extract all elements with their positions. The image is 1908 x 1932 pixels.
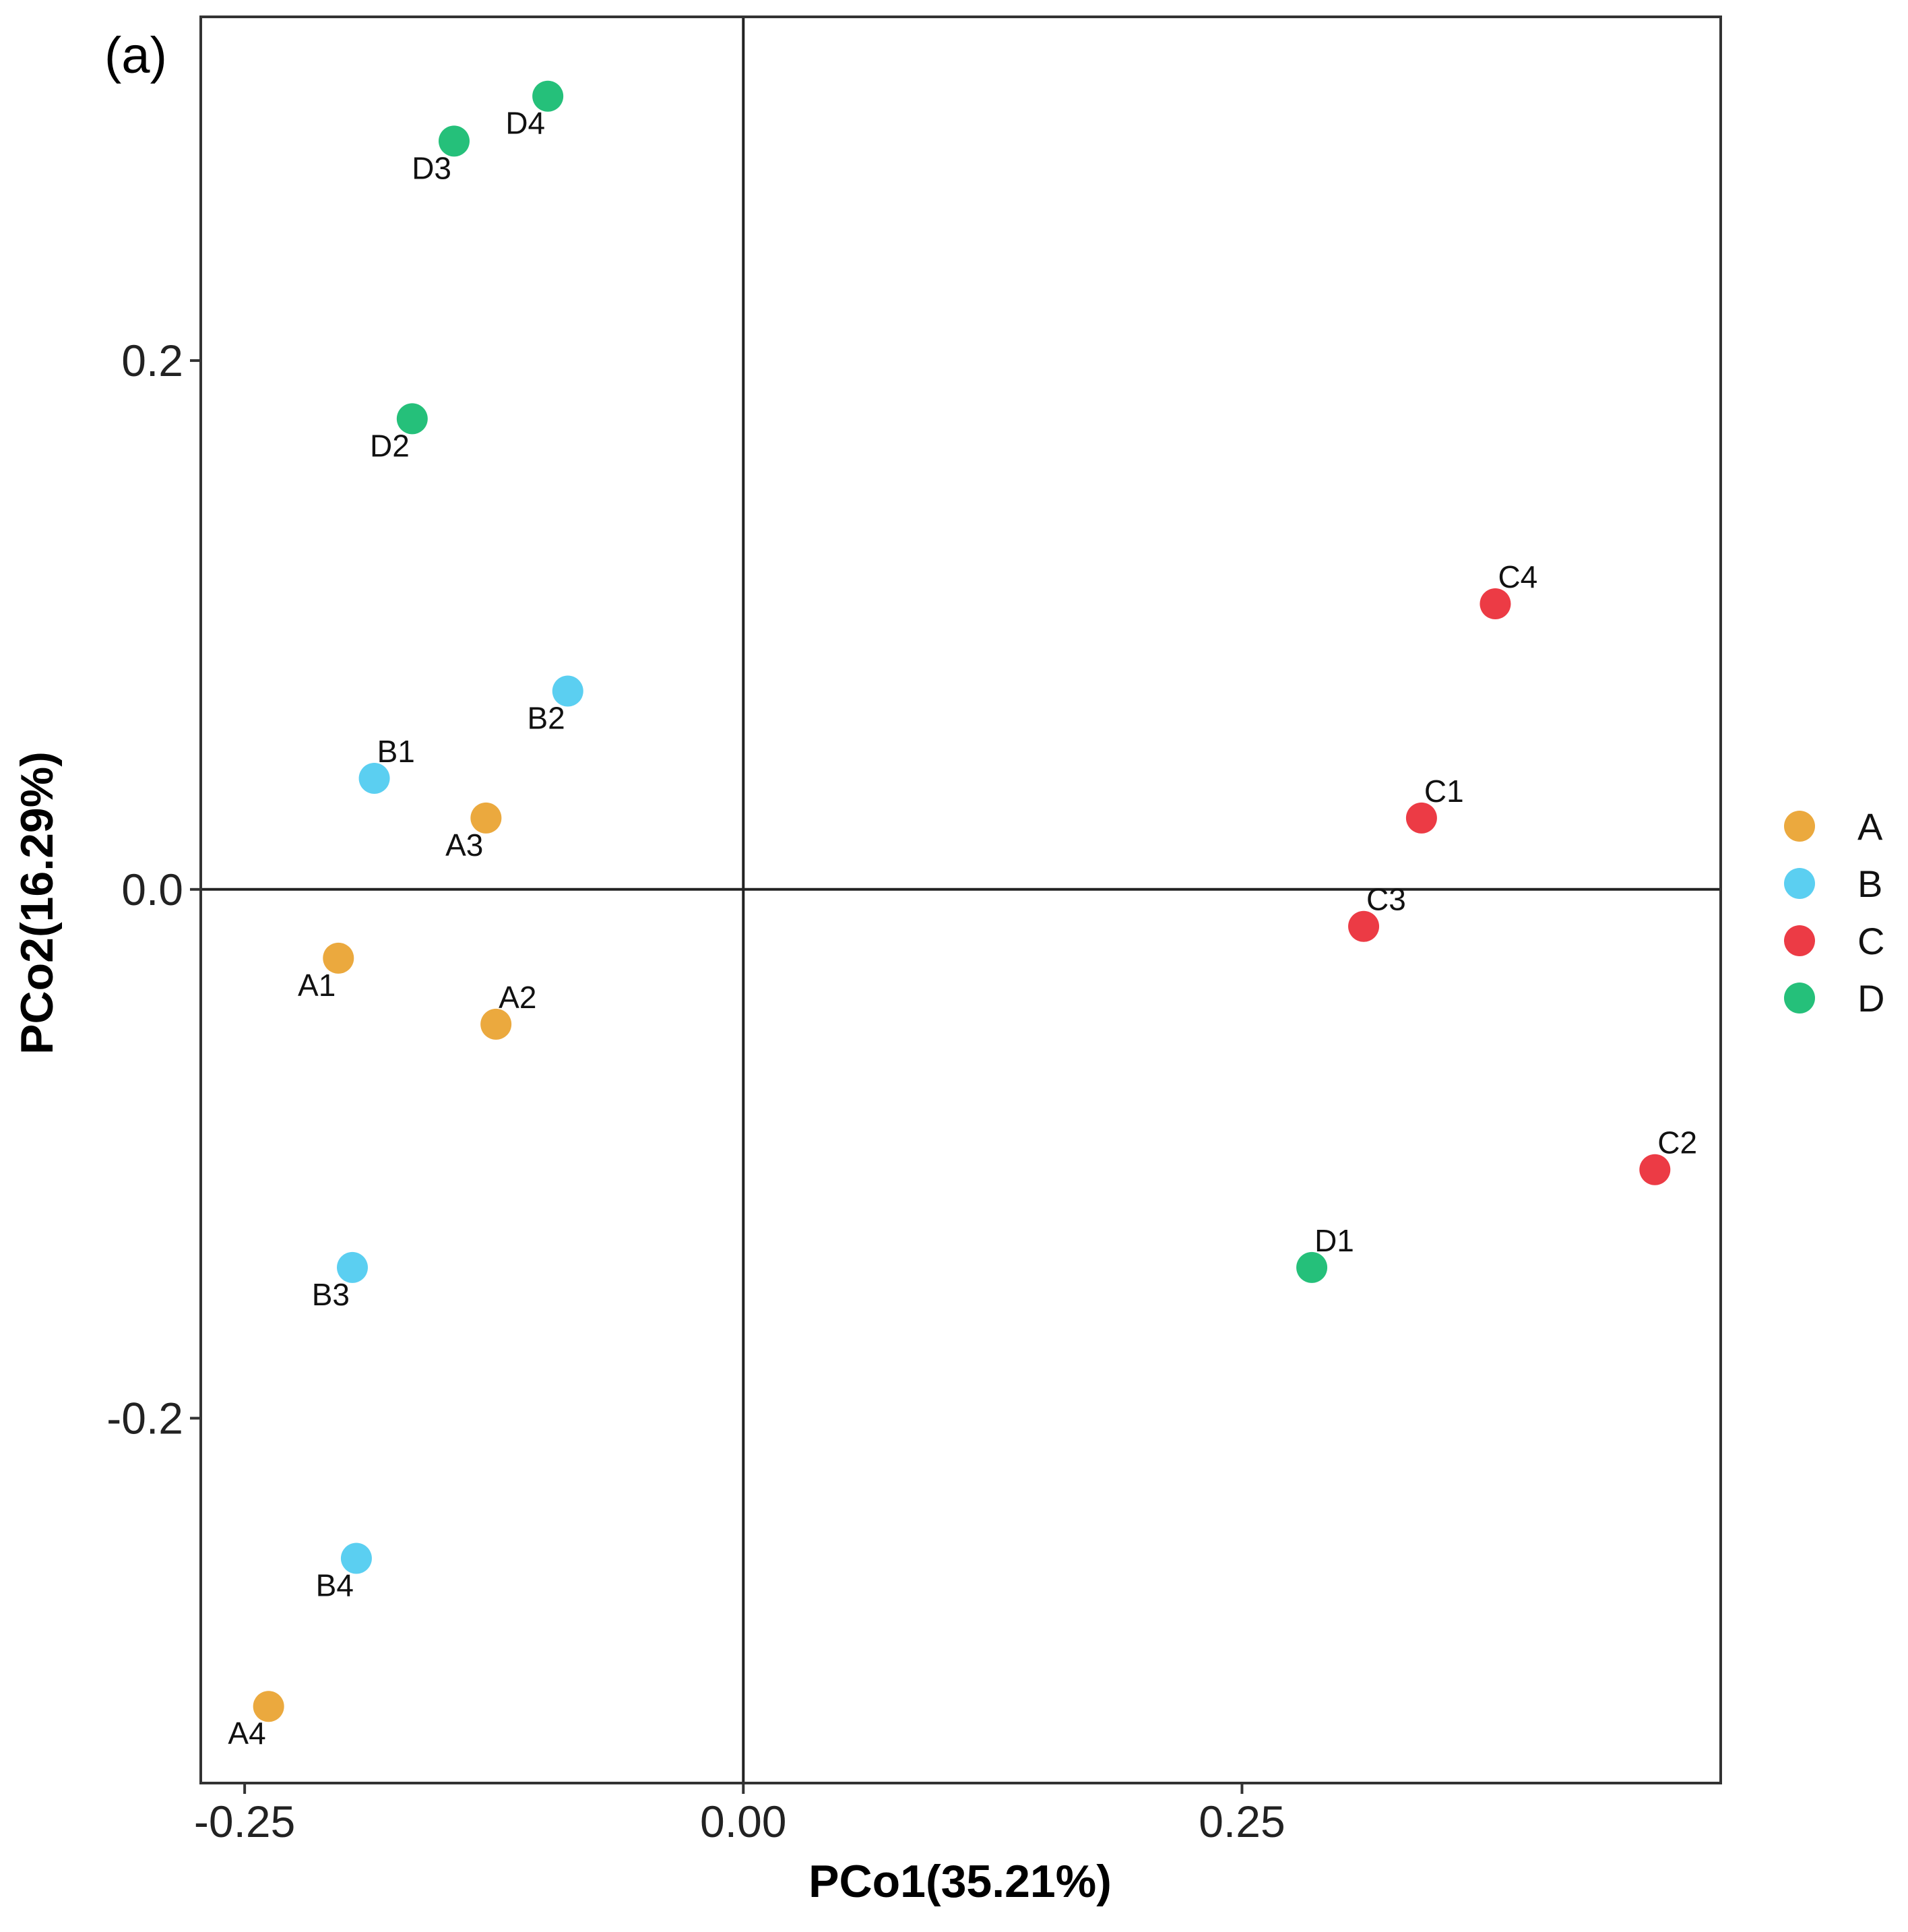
point-label-a3: A3 bbox=[445, 828, 483, 863]
data-point-a2 bbox=[480, 1008, 512, 1040]
legend-swatch-d bbox=[1784, 983, 1815, 1014]
data-point-b2 bbox=[552, 675, 583, 707]
y-tick-label: 0.0 bbox=[121, 865, 183, 914]
point-label-c3: C3 bbox=[1366, 882, 1406, 917]
data-point-d4 bbox=[532, 80, 564, 112]
x-tick-label: 0.25 bbox=[1199, 1797, 1285, 1846]
point-label-a2: A2 bbox=[499, 980, 536, 1015]
data-point-b3 bbox=[337, 1251, 369, 1283]
point-label-b2: B2 bbox=[527, 701, 565, 736]
legend-label-b: B bbox=[1857, 863, 1882, 905]
y-tick-label: 0.2 bbox=[121, 336, 183, 385]
axes: -0.25 0.00 0.25 -0.2 0.0 0.2 bbox=[106, 15, 1722, 1846]
data-point-c2 bbox=[1639, 1154, 1671, 1185]
data-point-a3 bbox=[470, 802, 502, 834]
x-axis-title: PCo1(35.21%) bbox=[808, 1856, 1112, 1907]
legend-label-c: C bbox=[1857, 920, 1884, 962]
point-label-c2: C2 bbox=[1657, 1125, 1697, 1160]
point-label-a4: A4 bbox=[228, 1716, 265, 1751]
point-label-c1: C1 bbox=[1424, 774, 1464, 809]
x-tick-label: 0.00 bbox=[700, 1797, 786, 1846]
data-point-a1 bbox=[323, 942, 354, 974]
x-tick-label: -0.25 bbox=[194, 1797, 295, 1846]
legend-swatch-c bbox=[1784, 925, 1815, 956]
data-point-d3 bbox=[439, 125, 470, 157]
point-label-b3: B3 bbox=[312, 1277, 350, 1312]
plot-frame bbox=[199, 15, 1722, 1784]
data-point-a4 bbox=[253, 1691, 284, 1722]
data-point-d2 bbox=[396, 403, 428, 435]
point-label-b4: B4 bbox=[316, 1567, 354, 1602]
legend-label-a: A bbox=[1857, 805, 1883, 848]
data-point-b1 bbox=[358, 763, 390, 794]
data-point-d1 bbox=[1296, 1251, 1328, 1283]
point-label-b1: B1 bbox=[377, 734, 415, 769]
data-point-c1 bbox=[1405, 802, 1437, 834]
point-label-a1: A1 bbox=[298, 968, 336, 1003]
point-label-d2: D2 bbox=[370, 428, 410, 463]
legend-label-d: D bbox=[1857, 977, 1884, 1020]
data-point-b4 bbox=[340, 1543, 372, 1574]
panel-label: (a) bbox=[104, 27, 167, 84]
data-point-c3 bbox=[1348, 910, 1380, 942]
point-label-c4: C4 bbox=[1498, 559, 1537, 594]
data-point-c4 bbox=[1480, 588, 1511, 620]
point-label-d1: D1 bbox=[1314, 1223, 1354, 1258]
y-axis-title: PCo2(16.29%) bbox=[11, 751, 63, 1055]
point-label-d4: D4 bbox=[505, 106, 545, 141]
plot-area: A1 A2 A3 A4 B1 B2 B3 B4 C1 C2 C3 C4 D1 D2 D3 D4 bbox=[201, 17, 1721, 1783]
legend-swatch-a bbox=[1784, 811, 1815, 842]
y-tick-label: -0.2 bbox=[106, 1394, 183, 1443]
point-label-d3: D3 bbox=[412, 150, 451, 185]
legend-swatch-b bbox=[1784, 868, 1815, 899]
